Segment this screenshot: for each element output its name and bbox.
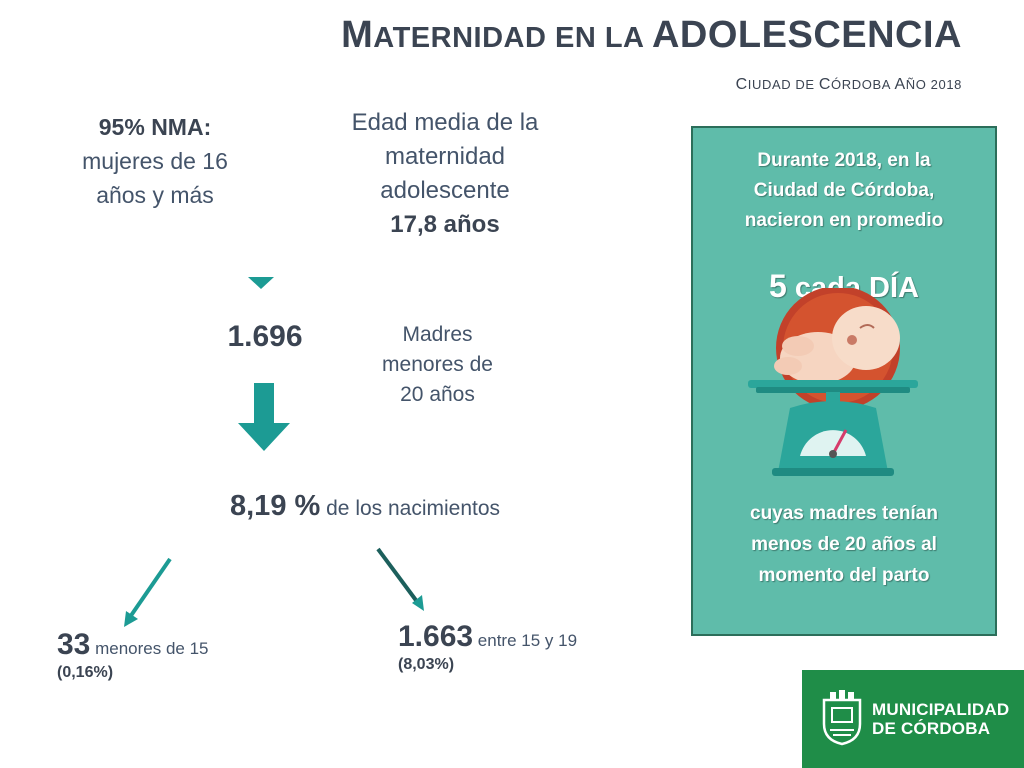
title-rest: ATERNIDAD EN LA bbox=[373, 22, 652, 54]
panel-footer: cuyas madres tenían menos de 20 años al … bbox=[693, 498, 995, 591]
triangle-down-icon bbox=[248, 277, 274, 289]
panel-intro: Durante 2018, en la Ciudad de Córdoba, n… bbox=[693, 146, 995, 236]
subtitle-part: ÑO 2018 bbox=[905, 77, 962, 92]
subtitle-part: C bbox=[818, 76, 832, 93]
subtitle-part: A bbox=[894, 76, 906, 93]
mothers-label-2: menores de bbox=[382, 353, 493, 376]
baby-on-scale-icon bbox=[748, 288, 918, 476]
page-subtitle: CIUDAD DE CÓRDOBA AÑO 2018 bbox=[500, 76, 962, 94]
mothers-label-1: Madres bbox=[402, 323, 473, 346]
title-second-word: ADOLESCENCIA bbox=[651, 14, 962, 56]
under-15-label: menores de 15 bbox=[90, 639, 209, 658]
percent-births-value: 8,19 % bbox=[230, 490, 321, 522]
daily-births-panel: Durante 2018, en la Ciudad de Córdoba, n… bbox=[691, 126, 997, 636]
coat-of-arms-icon bbox=[822, 690, 862, 746]
age-15-19-value: 1.663 bbox=[398, 620, 474, 653]
panel-footer-3: momento del parto bbox=[758, 565, 930, 586]
total-mothers-label: Madres menores de 20 años bbox=[365, 320, 510, 410]
mothers-label-3: 20 años bbox=[400, 383, 475, 406]
subtitle-part: C bbox=[735, 76, 748, 93]
total-mothers-value: 1.696 bbox=[227, 320, 303, 353]
nma-label-1: mujeres de 16 bbox=[82, 148, 228, 174]
age-15-19-label: entre 15 y 19 bbox=[473, 631, 578, 650]
panel-intro-2: Ciudad de Córdoba, bbox=[753, 180, 935, 201]
mean-age-value: 17,8 años bbox=[390, 211, 500, 238]
mean-age-label-3: adolescente bbox=[380, 177, 510, 204]
age-15-19-stat: 1.663 entre 15 y 19 (8,03%) bbox=[398, 620, 577, 674]
percent-births-label: de los nacimientos bbox=[320, 497, 501, 520]
age-15-19-percent: (8,03%) bbox=[398, 656, 455, 673]
subtitle-part: ÓRDOBA bbox=[831, 77, 895, 92]
mean-age-label-2: maternidad bbox=[384, 143, 506, 170]
nma-value: 95% NMA: bbox=[98, 114, 212, 140]
title-initial: M bbox=[341, 14, 374, 56]
arrow-down-left-icon bbox=[124, 557, 172, 627]
panel-intro-1: Durante 2018, en la bbox=[757, 150, 931, 171]
under-15-value: 33 bbox=[57, 628, 91, 661]
panel-footer-1: cuyas madres tenían bbox=[750, 503, 938, 524]
arrow-down-icon bbox=[238, 383, 290, 451]
panel-footer-2: menos de 20 años al bbox=[751, 534, 937, 555]
logo-line-2: DE CÓRDOBA bbox=[872, 719, 991, 738]
nma-label-2: años y más bbox=[96, 182, 214, 208]
arrow-down-right-icon bbox=[376, 547, 424, 611]
mean-age-stat: Edad media de la maternidad adolescente … bbox=[330, 106, 560, 242]
percent-births: 8,19 % de los nacimientos bbox=[230, 490, 500, 523]
under-15-percent: (0,16%) bbox=[57, 664, 114, 681]
municipalidad-logo: MUNICIPALIDAD DE CÓRDOBA bbox=[802, 670, 1024, 768]
panel-intro-3: nacieron en promedio bbox=[744, 210, 944, 231]
subtitle-part: IUDAD DE bbox=[747, 77, 819, 92]
page-title: MATERNIDAD EN LA ADOLESCENCIA bbox=[300, 14, 962, 57]
logo-line-1: MUNICIPALIDAD bbox=[872, 700, 1010, 719]
nma-stat: 95% NMA: mujeres de 16 años y más bbox=[55, 110, 255, 212]
under-15-stat: 33 menores de 15 (0,16%) bbox=[57, 628, 209, 682]
logo-wordmark: MUNICIPALIDAD DE CÓRDOBA bbox=[872, 700, 1009, 738]
per-day-number: 5 bbox=[769, 268, 787, 304]
mean-age-label-1: Edad media de la bbox=[351, 109, 539, 136]
